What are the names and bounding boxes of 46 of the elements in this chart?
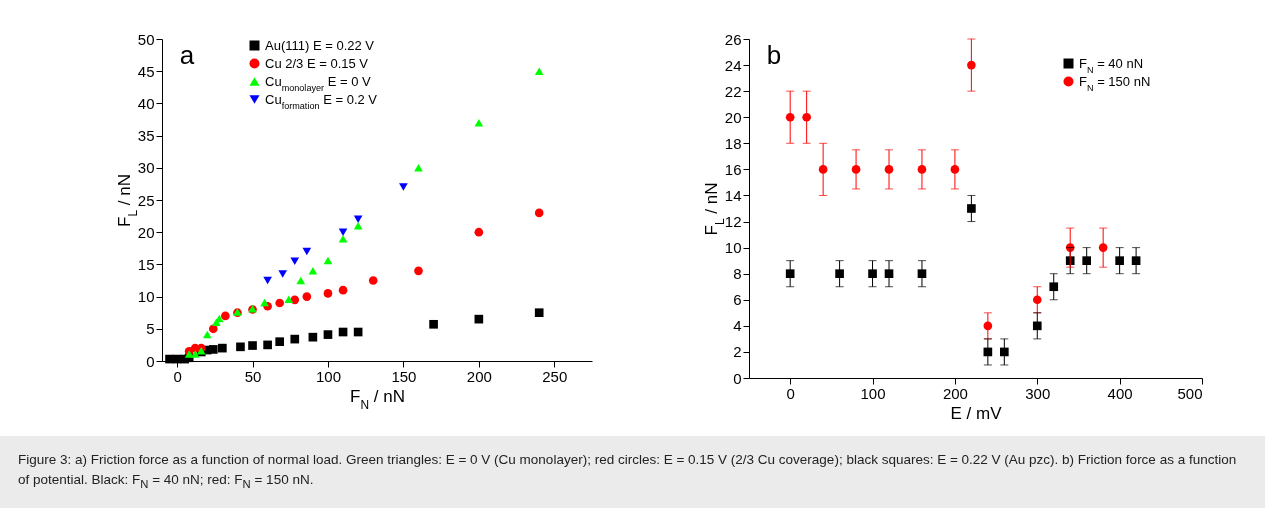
x-tick-label: 400 (1107, 384, 1133, 402)
x-tick-label: 100 (315, 367, 341, 385)
y-tick-label: 15 (137, 255, 155, 273)
y-tick-label: 4 (733, 317, 742, 335)
y-tick-label: 35 (137, 127, 155, 145)
y-tick-label: 24 (724, 56, 742, 74)
x-tick-label: 200 (466, 367, 492, 385)
y-tick-label: 10 (724, 239, 742, 257)
y-tick-label: 20 (724, 108, 742, 126)
x-tick-label: 50 (244, 367, 262, 385)
annotation: b (766, 40, 782, 70)
x-axis-title: F$_{N}$ / nN (350, 386, 405, 412)
legend-label: F$_{N}$ = 150 nN (1079, 73, 1151, 93)
x-tick-label: 300 (1025, 384, 1051, 402)
y-tick-label: 14 (724, 186, 742, 204)
y-tick-label: 6 (733, 291, 742, 309)
y-tick-label: 2 (733, 343, 742, 361)
x-tick-label: 0 (173, 367, 182, 385)
x-tick-label: 200 (942, 384, 968, 402)
y-tick-label: 5 (146, 320, 155, 338)
y-tick-label: 25 (137, 191, 155, 209)
x-tick-label: 0 (786, 384, 795, 402)
legend-label: F$_{N}$ = 40 nN (1079, 55, 1144, 75)
y-tick-label: 20 (137, 223, 155, 241)
y-tick-label: 50 (137, 30, 155, 48)
legend-label: Cu$_{monolayer}$ E = 0 V (265, 73, 372, 93)
x-tick-label: 250 (542, 367, 568, 385)
y-tick-label: 45 (137, 62, 155, 80)
legend-label: Cu 2/3 E = 0.15 V (265, 55, 369, 71)
legend-label: Au(111) E = 0.22 V (265, 37, 375, 53)
y-tick-label: 18 (724, 134, 742, 152)
x-tick-label: 150 (391, 367, 417, 385)
y-tick-label: 26 (724, 30, 742, 48)
y-tick-label: 40 (137, 94, 155, 112)
x-axis-title: E / mV (950, 403, 1003, 423)
x-tick-label: 100 (860, 384, 886, 402)
x-tick-label: 500 (1177, 384, 1203, 402)
y-tick-label: 16 (724, 160, 742, 178)
y-tick-label: 10 (137, 288, 155, 306)
y-tick-label: 0 (146, 352, 155, 370)
y-tick-label: 30 (137, 159, 155, 177)
y-tick-label: 12 (724, 213, 742, 231)
y-tick-label: 22 (724, 82, 742, 100)
caption: Figure 3: a) Friction force as a function of normal load. Green triangles: E = 0 V (Cu monolayer); red circles: E = 0.15 V (2/3 Cu coverage); black squares: E = 0.22 V (Au pzc). b) Friction force as a function of potential. Black: F$_{N}$ = 40 nN; red: F$_{N}$ = 150 nN. (0, 436, 1265, 508)
annotation: a (179, 40, 195, 70)
y-tick-label: 8 (733, 265, 742, 283)
